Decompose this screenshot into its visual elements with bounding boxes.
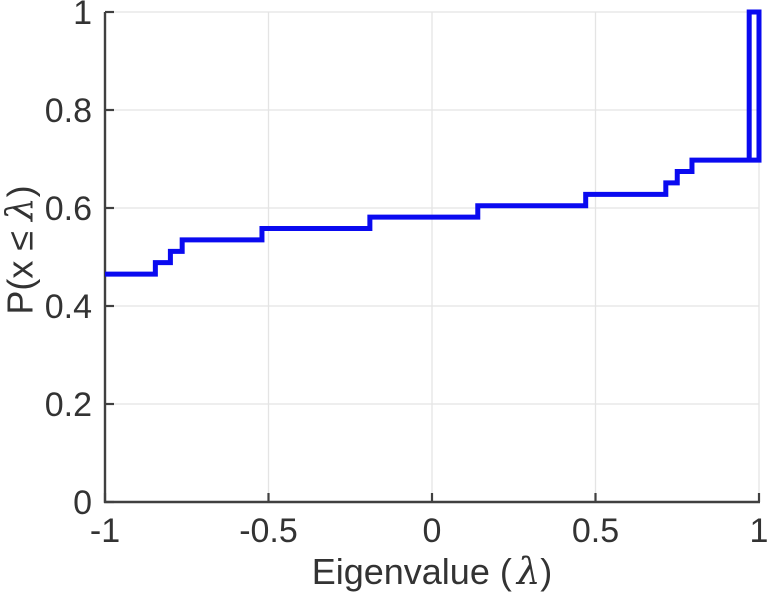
x-tick-label: 1 xyxy=(750,512,768,550)
y-tick-label: 0.8 xyxy=(45,92,92,130)
lambda-symbol: λ xyxy=(0,197,42,221)
y-tick-labels: 0 0.2 0.4 0.6 0.8 1 xyxy=(45,0,92,522)
y-tick-label: 1 xyxy=(73,0,92,32)
x-tick-labels: -1 -0.5 0 0.5 1 xyxy=(90,512,768,550)
x-tick-label: -1 xyxy=(90,512,120,550)
y-axis-label-suffix: ) xyxy=(0,185,41,198)
y-tick-label: 0.4 xyxy=(45,288,92,326)
x-tick-label: 0 xyxy=(423,512,442,550)
y-axis-label-text: P(x ≤ xyxy=(0,220,41,315)
y-tick-label: 0.2 xyxy=(45,386,92,424)
x-axis-label: Eigenvalue (λ) xyxy=(312,550,553,593)
grid-lines xyxy=(105,11,760,502)
x-tick-label: -0.5 xyxy=(239,512,298,550)
lambda-symbol: λ xyxy=(516,550,541,593)
y-tick-label: 0.6 xyxy=(45,190,92,228)
x-tick-label: 0.5 xyxy=(572,512,619,550)
y-axis-label: P(x ≤ λ) xyxy=(0,185,42,314)
y-tick-label: 0 xyxy=(73,484,92,522)
tick-marks xyxy=(103,10,761,504)
ecdf-step-curve xyxy=(105,9,762,277)
x-axis-label-text: Eigenvalue ( xyxy=(311,551,512,592)
x-axis-label-suffix: ) xyxy=(540,551,553,592)
